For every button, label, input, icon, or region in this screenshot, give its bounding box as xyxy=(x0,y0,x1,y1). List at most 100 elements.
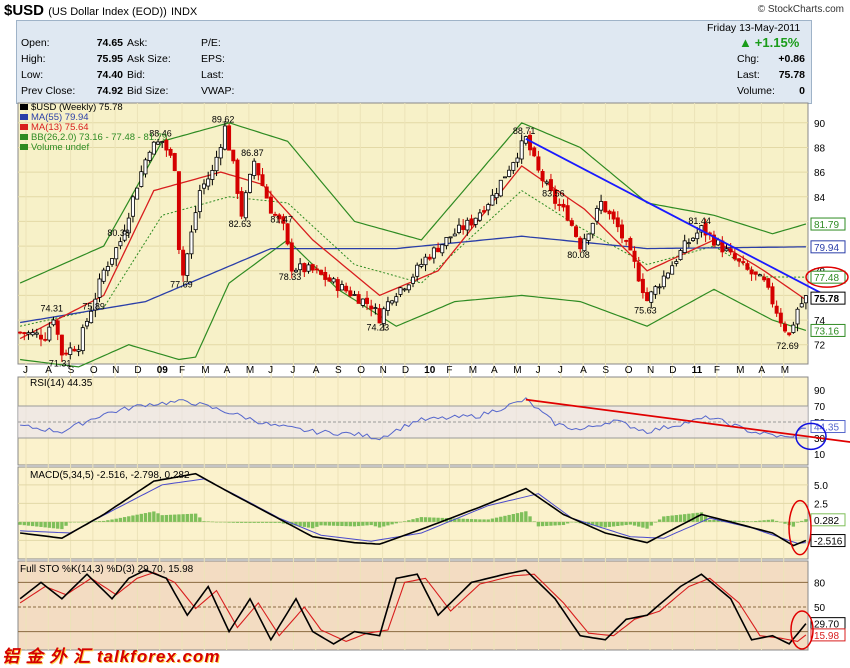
price-annotation: 81.47 xyxy=(270,215,293,225)
sto-d-line xyxy=(19,572,807,642)
candle-body xyxy=(34,332,39,335)
symbol: $USD xyxy=(4,2,45,19)
macd-histogram-bar xyxy=(390,521,394,525)
macd-histogram-bar xyxy=(428,517,432,522)
legend-swatch xyxy=(20,114,28,120)
macd-histogram-bar xyxy=(56,521,60,529)
price-annotation: 89.62 xyxy=(212,115,235,125)
macd-histogram-bar xyxy=(265,521,269,523)
candle-body xyxy=(197,190,202,213)
candle-body xyxy=(210,170,215,180)
macd-histogram-bar xyxy=(645,521,649,529)
candle-body xyxy=(607,210,612,215)
macd-histogram-bar xyxy=(139,513,143,522)
price-annotation: 82.63 xyxy=(229,219,252,229)
ma55-line xyxy=(19,235,806,324)
x-tick-label: J xyxy=(290,365,295,376)
macd-histogram-bar xyxy=(461,518,465,522)
candle-body xyxy=(243,192,248,219)
candle-body xyxy=(84,320,89,327)
candle-body xyxy=(268,196,273,214)
candle-body xyxy=(440,244,445,254)
macd-histogram-bar xyxy=(662,516,666,522)
candle-body xyxy=(745,263,750,270)
macd-histogram-bar xyxy=(524,511,528,522)
macd-histogram-bar xyxy=(177,514,181,522)
macd-histogram-bar xyxy=(691,513,695,522)
macd-histogram-bar xyxy=(30,521,35,527)
candle-body xyxy=(482,210,487,213)
candle-body xyxy=(164,139,169,151)
price-y-tick: 90 xyxy=(814,119,826,130)
x-tick-label: 10 xyxy=(424,365,436,376)
x-tick-label: O xyxy=(625,365,633,376)
macd-histogram-bar xyxy=(795,521,800,523)
macd-histogram-bar xyxy=(189,513,194,522)
candle-body xyxy=(122,230,127,241)
macd-histogram-bar xyxy=(394,521,398,524)
macd-histogram-bar xyxy=(758,520,762,522)
candle-body xyxy=(218,147,223,159)
macd-histogram-bar xyxy=(703,516,708,522)
candle-body xyxy=(356,294,361,304)
candle-body xyxy=(636,262,641,282)
macd-histogram-bar xyxy=(60,521,64,530)
macd-histogram-bar xyxy=(641,521,645,528)
candle-body xyxy=(390,300,395,304)
macd-histogram-bar xyxy=(231,521,235,523)
last-label-mid: Last: xyxy=(201,69,224,81)
macd-histogram-bar xyxy=(365,521,369,526)
brand-logo[interactable]: © StockCharts.com xyxy=(757,4,844,15)
macd-histogram-bar xyxy=(737,520,741,522)
candle-body xyxy=(30,332,35,336)
change-badge: ▲ +1.15% xyxy=(739,35,799,50)
candle-body xyxy=(126,217,131,234)
candle-body xyxy=(436,247,441,253)
candle-body xyxy=(628,237,633,251)
candle-body xyxy=(181,249,186,276)
candle-body xyxy=(160,141,165,143)
macd-histogram-bar xyxy=(214,521,219,523)
macd-histogram-bar xyxy=(670,515,674,522)
candle-body xyxy=(239,191,244,217)
candle-body xyxy=(557,204,562,206)
volume-value: 0 xyxy=(799,85,805,97)
candle-body xyxy=(578,237,583,250)
macd-histogram-bar xyxy=(382,521,386,527)
candle-body xyxy=(247,173,252,193)
candle-body xyxy=(536,156,541,171)
candle-body xyxy=(494,193,499,199)
macd-histogram-bar xyxy=(474,519,478,522)
candle-body xyxy=(465,219,470,231)
macd-histogram-bar xyxy=(386,521,390,526)
candle-body xyxy=(260,174,265,186)
price-y-tick: 88 xyxy=(814,143,826,154)
volume-label: Volume: xyxy=(737,85,775,97)
candle-body xyxy=(293,269,298,273)
x-tick-label: J xyxy=(23,365,28,376)
macd-histogram-bar xyxy=(712,519,716,522)
candle-body xyxy=(419,263,424,267)
candle-body xyxy=(369,305,374,310)
candle-body xyxy=(344,285,349,292)
candle-body xyxy=(193,212,198,231)
macd-histogram-bar xyxy=(565,521,570,524)
candle-body xyxy=(327,277,332,282)
candle-body xyxy=(486,204,491,211)
right-value-label: 81.79 xyxy=(814,220,839,231)
price-y-tick: 86 xyxy=(814,168,826,179)
candle-body xyxy=(22,332,27,335)
chg-value: +0.86 xyxy=(778,53,805,65)
macd-histogram-bar xyxy=(486,519,490,522)
macd-histogram-bar xyxy=(181,514,185,522)
x-tick-label: M xyxy=(781,365,789,376)
x-tick-label: N xyxy=(380,365,387,376)
macd-histogram-bar xyxy=(198,517,202,522)
candle-body xyxy=(774,305,779,314)
price-annotation: 72.69 xyxy=(776,341,799,351)
candle-body xyxy=(803,295,808,304)
macd-histogram-bar xyxy=(331,521,336,526)
candle-body xyxy=(235,159,240,194)
x-tick-label: D xyxy=(402,365,409,376)
macd-histogram-bar xyxy=(749,521,754,522)
